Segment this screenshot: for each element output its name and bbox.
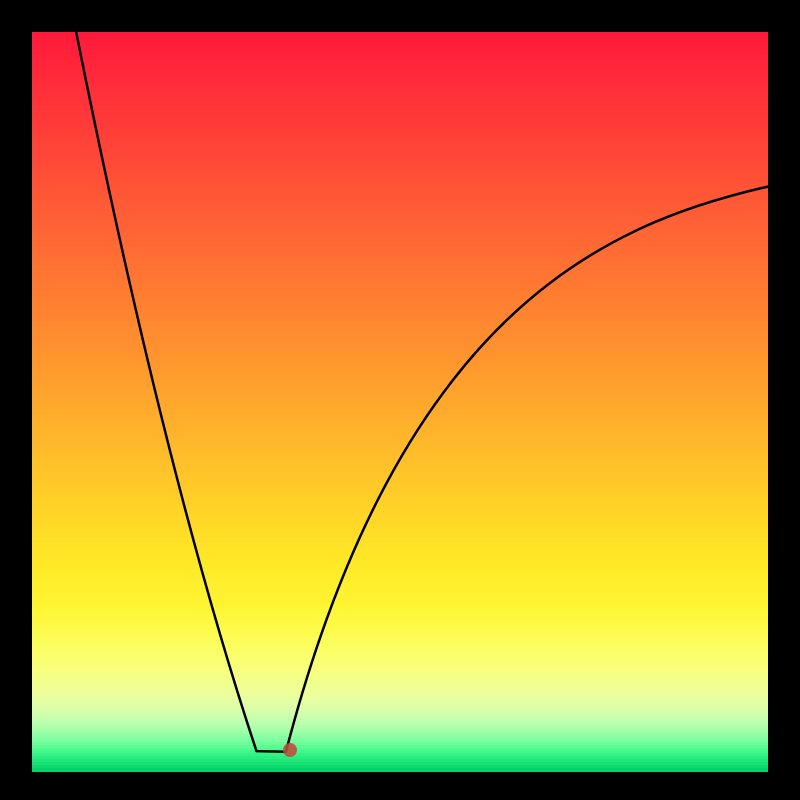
outer-border — [0, 0, 800, 800]
trough-marker — [283, 743, 297, 757]
chart-frame: TheBottleneck.com — [0, 0, 800, 800]
bottleneck-curve — [32, 32, 768, 768]
plot-area — [32, 32, 768, 768]
